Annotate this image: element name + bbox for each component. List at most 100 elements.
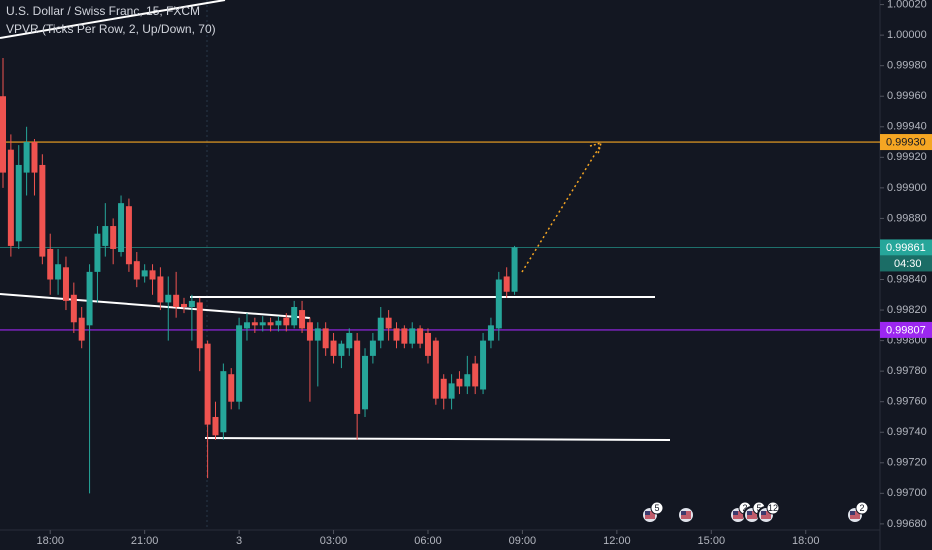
y-tick-label: 1.00000	[887, 29, 927, 41]
candle-body	[291, 307, 298, 326]
event-flag-canton	[761, 511, 766, 515]
y-tick-label: 0.99740	[887, 426, 927, 438]
candle-body	[299, 310, 306, 329]
event-count-badge	[855, 501, 869, 515]
price-badge	[880, 239, 932, 256]
event-count: 5	[654, 503, 659, 513]
countdown-badge	[880, 255, 932, 272]
candle-body	[330, 340, 337, 356]
event-flag-canton	[681, 511, 686, 515]
candle-body	[338, 343, 345, 356]
event-count: 2	[859, 503, 864, 513]
price-badge-label: 0.99861	[886, 242, 926, 254]
candle-body	[125, 206, 132, 265]
candle-body	[354, 340, 361, 414]
support-line	[204, 437, 671, 441]
candle-body	[55, 264, 62, 280]
candle-body	[377, 317, 384, 341]
y-tick-label: 0.99780	[887, 365, 927, 377]
candle-body	[236, 325, 243, 402]
candle-body	[306, 322, 313, 341]
x-tick-label: 12:00	[603, 535, 631, 547]
x-tick-label: 3	[236, 535, 242, 547]
candle-body	[393, 328, 400, 341]
candle-body	[495, 279, 502, 329]
candle-body	[251, 322, 258, 326]
y-tick-label: 0.99700	[887, 487, 927, 499]
price-badge-label: 0.99930	[886, 136, 926, 148]
candle-body	[275, 320, 282, 326]
candle-body	[141, 270, 148, 277]
x-tick-label: 15:00	[698, 535, 726, 547]
candle-body	[173, 294, 180, 308]
candle-body	[39, 164, 46, 257]
y-tick-label: 0.99900	[887, 182, 927, 194]
candle-body	[417, 328, 424, 344]
event-flag-canton	[850, 511, 855, 515]
candle-body	[196, 302, 203, 349]
candle-body	[314, 328, 321, 341]
candle-body	[440, 378, 447, 399]
y-tick-label: 0.99960	[887, 90, 927, 102]
y-tick-label: 1.00020	[887, 0, 927, 10]
candle-body	[432, 340, 439, 399]
candle-body	[157, 276, 164, 303]
x-tick-label: 06:00	[414, 535, 442, 547]
trend-line	[0, 0, 226, 39]
candle-body	[464, 374, 471, 387]
candle-body	[385, 317, 392, 329]
y-tick-label: 0.99680	[887, 518, 927, 530]
event-flag-canton	[747, 511, 752, 515]
candle-body	[220, 371, 227, 433]
event-count: 5	[756, 503, 761, 513]
candle-body	[243, 322, 250, 329]
candle-body	[181, 303, 188, 308]
candle-body	[102, 226, 109, 246]
y-tick-label: 0.99980	[887, 60, 927, 72]
y-tick-label: 0.99820	[887, 304, 927, 316]
price-badge-label: 0.99807	[886, 324, 926, 336]
event-count: 12	[768, 503, 778, 513]
y-tick-label: 0.99840	[887, 273, 927, 285]
candle-body	[110, 226, 117, 249]
candle-body	[62, 267, 69, 301]
candle-body	[456, 378, 463, 387]
candle-body	[424, 332, 431, 356]
candle-body	[47, 248, 54, 280]
candle-body	[267, 322, 274, 326]
candle-body	[346, 332, 353, 349]
candle-body	[487, 325, 494, 341]
x-tick-label: 18:00	[36, 535, 64, 547]
event-flag-canton	[645, 511, 650, 515]
candle-body	[23, 142, 30, 173]
x-tick-label: 21:00	[131, 535, 159, 547]
price-badge	[880, 134, 932, 151]
candle-body	[165, 294, 172, 303]
event-flag-canton	[733, 511, 738, 515]
candle-body	[204, 343, 211, 425]
price-badge	[880, 321, 932, 338]
candle-body	[503, 276, 510, 292]
y-tick-label: 0.99880	[887, 212, 927, 224]
x-tick-label: 03:00	[320, 535, 348, 547]
candle-body	[322, 328, 329, 349]
y-tick-label: 0.99760	[887, 396, 927, 408]
y-tick-label: 0.99720	[887, 457, 927, 469]
chart-title: U.S. Dollar / Swiss Franc, 15, FXCM	[6, 4, 200, 18]
candle-body	[511, 247, 518, 292]
candle-body	[448, 383, 455, 399]
x-tick-label: 09:00	[509, 535, 537, 547]
y-tick-label: 0.99940	[887, 121, 927, 133]
candle-body	[70, 294, 77, 323]
trend-line	[0, 293, 311, 319]
candle-body	[86, 271, 93, 326]
countdown-label: 04:30	[894, 258, 922, 270]
candle-body	[283, 317, 290, 326]
candle-body	[409, 328, 416, 344]
candle-body	[228, 374, 235, 402]
event-count-badge	[766, 501, 780, 515]
candle-body	[15, 164, 22, 242]
